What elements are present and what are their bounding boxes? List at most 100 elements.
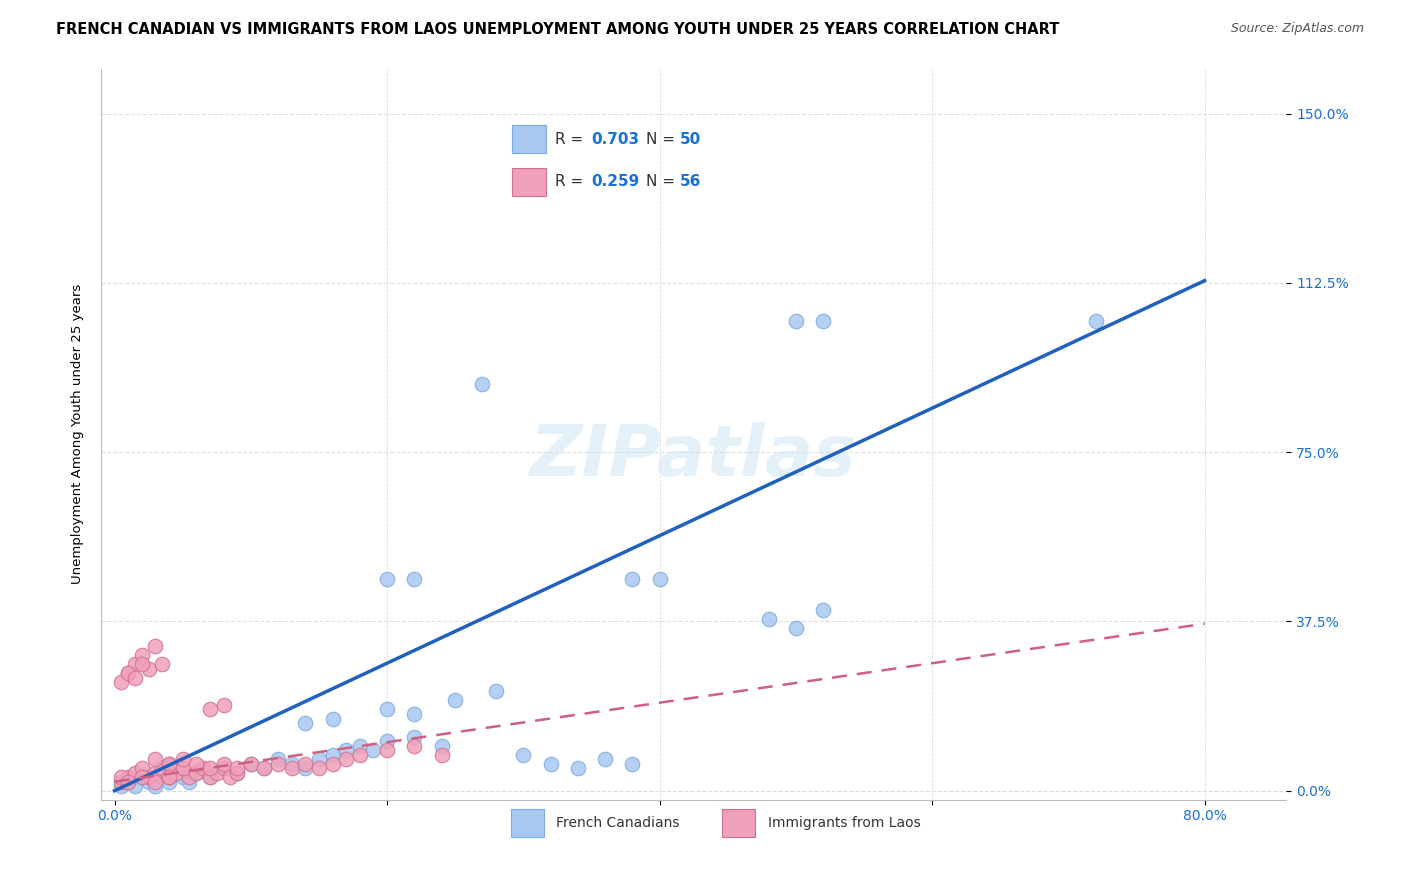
Text: R =: R = — [555, 132, 589, 146]
Point — [157, 770, 180, 784]
Point — [811, 603, 834, 617]
Point — [198, 770, 221, 784]
Point — [172, 752, 194, 766]
Point — [124, 765, 146, 780]
Point — [404, 572, 426, 586]
Point — [157, 770, 180, 784]
Point — [785, 621, 807, 635]
Point — [375, 734, 398, 748]
Point — [226, 765, 249, 780]
FancyBboxPatch shape — [512, 168, 546, 196]
Text: 56: 56 — [681, 175, 702, 189]
Point — [375, 702, 398, 716]
Point — [308, 752, 330, 766]
Point — [621, 756, 644, 771]
Point — [131, 761, 153, 775]
Text: N =: N = — [647, 132, 681, 146]
Point — [145, 774, 167, 789]
Text: ZIPatlas: ZIPatlas — [530, 422, 858, 491]
Point — [124, 657, 146, 672]
Point — [198, 702, 221, 716]
Point — [294, 756, 316, 771]
Point — [198, 770, 221, 784]
Point — [593, 752, 616, 766]
Point — [150, 770, 173, 784]
Point — [349, 739, 371, 753]
Point — [124, 671, 146, 685]
Point — [280, 761, 302, 775]
FancyBboxPatch shape — [512, 125, 546, 153]
FancyBboxPatch shape — [723, 809, 755, 837]
Point — [219, 770, 242, 784]
Point — [404, 730, 426, 744]
Point — [157, 774, 180, 789]
Point — [239, 756, 262, 771]
Point — [165, 765, 187, 780]
Point — [157, 756, 180, 771]
Point — [131, 770, 153, 784]
Point — [138, 774, 160, 789]
Point — [758, 612, 780, 626]
Point — [1084, 314, 1107, 328]
Point — [621, 572, 644, 586]
Point — [212, 698, 235, 712]
Point — [145, 779, 167, 793]
Point — [117, 774, 139, 789]
Point — [198, 761, 221, 775]
Point — [322, 756, 344, 771]
Point — [322, 747, 344, 762]
Point — [110, 779, 132, 793]
Text: 50: 50 — [681, 132, 702, 146]
Point — [253, 761, 276, 775]
Point — [226, 765, 249, 780]
Point — [212, 761, 235, 775]
Point — [349, 747, 371, 762]
Point — [430, 747, 453, 762]
Point — [110, 770, 132, 784]
Point — [150, 657, 173, 672]
Point — [138, 770, 160, 784]
Text: Source: ZipAtlas.com: Source: ZipAtlas.com — [1230, 22, 1364, 36]
Point — [512, 747, 534, 762]
Point — [430, 739, 453, 753]
Point — [157, 756, 180, 771]
Point — [308, 761, 330, 775]
FancyBboxPatch shape — [510, 809, 544, 837]
Point — [179, 774, 201, 789]
Text: FRENCH CANADIAN VS IMMIGRANTS FROM LAOS UNEMPLOYMENT AMONG YOUTH UNDER 25 YEARS : FRENCH CANADIAN VS IMMIGRANTS FROM LAOS … — [56, 22, 1060, 37]
Point — [267, 752, 290, 766]
Point — [179, 770, 201, 784]
Point — [117, 774, 139, 789]
Point — [471, 377, 494, 392]
Point — [110, 774, 132, 789]
Point — [485, 684, 508, 698]
Point — [186, 756, 208, 771]
Point — [145, 765, 167, 780]
Point — [294, 761, 316, 775]
Point — [186, 765, 208, 780]
Point — [145, 752, 167, 766]
Point — [172, 770, 194, 784]
Point — [117, 666, 139, 681]
Y-axis label: Unemployment Among Youth under 25 years: Unemployment Among Youth under 25 years — [72, 284, 84, 584]
Point — [648, 572, 671, 586]
Point — [363, 743, 385, 757]
Point — [205, 765, 228, 780]
Point — [117, 666, 139, 681]
Point — [150, 761, 173, 775]
Point — [131, 770, 153, 784]
Point — [131, 648, 153, 663]
Point — [404, 706, 426, 721]
Text: 0.703: 0.703 — [592, 132, 640, 146]
Point — [253, 761, 276, 775]
Text: R =: R = — [555, 175, 589, 189]
Point — [540, 756, 562, 771]
Point — [294, 716, 316, 731]
Point — [110, 675, 132, 690]
Point — [138, 662, 160, 676]
Point — [267, 756, 290, 771]
Point — [375, 572, 398, 586]
Point — [811, 314, 834, 328]
Point — [567, 761, 589, 775]
Point — [335, 743, 357, 757]
